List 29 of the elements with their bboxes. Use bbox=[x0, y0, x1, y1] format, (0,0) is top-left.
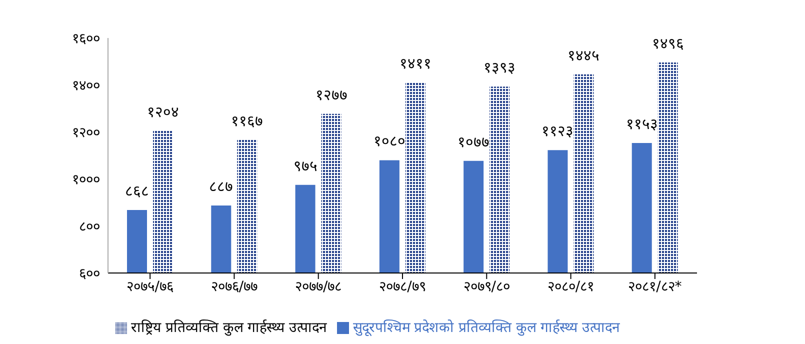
data-label: ९७५ bbox=[293, 156, 318, 175]
data-label: ११५३ bbox=[626, 115, 658, 134]
data-label: ८६८ bbox=[125, 182, 149, 200]
data-label: १२७७ bbox=[315, 86, 348, 104]
y-tick-label: ६०० bbox=[79, 266, 100, 282]
y-tick-label: ८०० bbox=[79, 218, 100, 235]
data-label: ११६७ bbox=[231, 112, 264, 130]
x-tick-label: २०७८/७९ bbox=[379, 278, 426, 295]
data-label: १०८० bbox=[373, 132, 406, 150]
data-label: १४४५ bbox=[568, 46, 600, 64]
data-label: १३९३ bbox=[484, 58, 516, 77]
y-tick-label: १२०० bbox=[72, 124, 100, 141]
x-tick-label: २०८१/८२* bbox=[628, 278, 682, 295]
x-tick-label: २०८०/८१ bbox=[547, 278, 594, 295]
y-tick-label: १००० bbox=[72, 172, 100, 188]
legend-label: राष्ट्रिय प्रतिव्यक्ति कुल गार्हस्थ्य उत्पादन bbox=[130, 320, 327, 336]
data-label: १४११ bbox=[399, 54, 432, 72]
x-tick-label: २०७५/७६ bbox=[126, 278, 174, 295]
y-tick-label: १६०० bbox=[72, 30, 100, 47]
data-label: १४९६ bbox=[652, 34, 684, 52]
data-label: ८८७ bbox=[209, 178, 234, 196]
legend-label: सुदूरपश्चिम प्रदेशको प्रतिव्यक्ति कुल गार्हस्थ्य उत्पादन bbox=[352, 320, 620, 336]
y-tick-label: १४०० bbox=[72, 78, 100, 94]
x-tick-label: २०७७/७८ bbox=[295, 278, 342, 295]
data-label: ११२३ bbox=[542, 122, 574, 140]
x-tick-label: २०७९/८० bbox=[463, 278, 510, 295]
data-label: १२०४ bbox=[147, 103, 179, 122]
x-tick-label: २०७६/७७ bbox=[210, 278, 258, 295]
data-label: १०७७ bbox=[458, 132, 490, 151]
